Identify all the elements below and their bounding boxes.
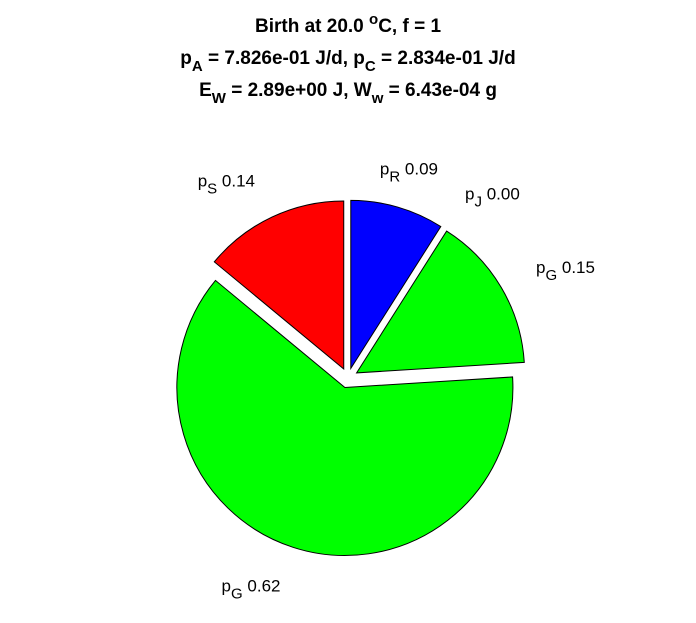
title-subscript: A bbox=[192, 58, 203, 75]
title-text: = 2.89e+00 J, W bbox=[226, 80, 372, 101]
label-subscript: R bbox=[389, 168, 400, 185]
label-symbol: p bbox=[222, 577, 231, 596]
title-superscript: o bbox=[369, 11, 378, 28]
title-subscript: C bbox=[365, 58, 376, 75]
label-symbol: p bbox=[536, 258, 545, 277]
pie-slice bbox=[176, 279, 514, 556]
label-subscript: G bbox=[545, 267, 557, 284]
value-label: 0.14 bbox=[222, 171, 255, 190]
title-text: Birth at 20.0 bbox=[255, 16, 369, 37]
value-label: 0.62 bbox=[247, 577, 280, 596]
pie-slice bbox=[355, 230, 525, 374]
label-symbol: p bbox=[465, 185, 474, 204]
pie-slice bbox=[350, 199, 442, 371]
title-text: = 6.43e-04 g bbox=[383, 80, 497, 101]
value-label: 0.15 bbox=[562, 258, 595, 277]
title-subscript: W bbox=[212, 90, 227, 107]
label-subscript: J bbox=[474, 194, 482, 211]
slice-label: pS 0.14 bbox=[198, 171, 255, 197]
label-subscript: G bbox=[231, 586, 243, 603]
title-subscript: w bbox=[371, 90, 384, 107]
label-subscript: S bbox=[207, 180, 217, 197]
title-text: E bbox=[199, 80, 212, 101]
chart-title: EW = 2.89e+00 J, Ww = 6.43e-04 g bbox=[199, 80, 497, 107]
slice-label: pJ 0.00 bbox=[465, 185, 520, 211]
title-text: p bbox=[180, 48, 192, 69]
label-symbol: p bbox=[380, 159, 389, 178]
title-text: = 2.834e-01 J/d bbox=[376, 48, 516, 69]
label-symbol: p bbox=[198, 171, 207, 190]
slice-label: pG 0.62 bbox=[222, 577, 281, 603]
chart-title: Birth at 20.0 oC, f = 1 bbox=[255, 11, 441, 37]
value-label: 0.09 bbox=[405, 159, 438, 178]
title-text: = 7.826e-01 J/d, p bbox=[203, 48, 365, 69]
slice-label: pR 0.09 bbox=[380, 159, 438, 185]
value-label: 0.00 bbox=[487, 185, 520, 204]
slice-label: pG 0.15 bbox=[536, 258, 595, 284]
chart-title: pA = 7.826e-01 J/d, pC = 2.834e-01 J/d bbox=[180, 48, 515, 75]
pie-slice bbox=[213, 200, 345, 371]
title-text: C, f = 1 bbox=[378, 16, 441, 37]
